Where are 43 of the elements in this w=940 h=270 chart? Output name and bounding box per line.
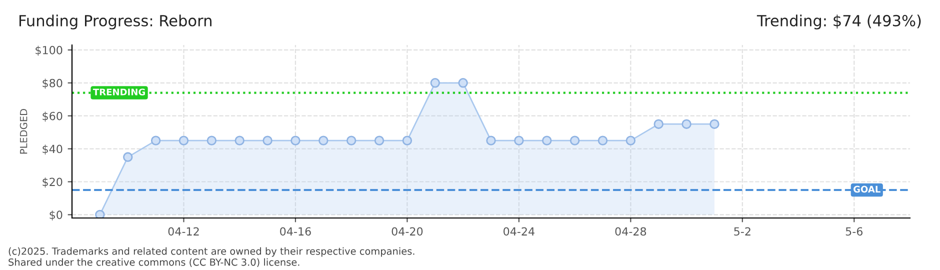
point — [654, 119, 664, 129]
y-tick-label: $0 — [50, 210, 62, 221]
point — [514, 136, 524, 146]
point — [150, 136, 161, 146]
y-axis-title: PLEDGED — [20, 109, 28, 154]
point — [542, 136, 552, 146]
x-tick-label: 04-20 — [392, 227, 423, 236]
point — [598, 136, 608, 146]
point — [486, 136, 496, 146]
ref-line-label: GOAL — [854, 186, 880, 193]
point — [430, 78, 440, 88]
point — [570, 136, 580, 146]
point — [626, 136, 636, 146]
point — [402, 136, 412, 146]
point — [346, 136, 356, 146]
point — [374, 136, 384, 146]
point — [458, 78, 468, 88]
y-tick-label: $60 — [42, 112, 62, 122]
point — [262, 136, 272, 146]
point — [710, 119, 720, 129]
ref-line-label: TRENDING — [92, 88, 145, 96]
x-tick-label: 04-12 — [168, 227, 199, 236]
point — [178, 136, 189, 146]
point — [290, 136, 300, 146]
y-tick-label: $80 — [42, 78, 62, 89]
x-tick-label: 04-16 — [280, 227, 311, 236]
x-tick-label: 04-28 — [615, 227, 646, 236]
text: Shared under the creative commons (CC BY-NC 3.0) license. — [8, 258, 300, 267]
point — [318, 136, 328, 146]
point — [95, 210, 105, 218]
y-tick-label: $20 — [42, 178, 62, 188]
y-tick-label: $40 — [42, 144, 62, 155]
y-tick-label: $100 — [36, 46, 62, 56]
chart-title: Funding Progress: Reborn — [20, 14, 212, 30]
point — [206, 136, 217, 146]
chart-subtitle: Trending: $74 (493%) — [756, 14, 921, 30]
x-tick-label: 5-2 — [734, 227, 750, 236]
point — [682, 119, 692, 129]
text: (c)2025. Trademarks and related content are owned by their respective companies. — [8, 247, 414, 257]
point — [123, 152, 133, 162]
point — [234, 136, 244, 146]
x-tick-label: 5-6 — [846, 227, 863, 236]
x-tick-label: 04-24 — [504, 227, 534, 236]
